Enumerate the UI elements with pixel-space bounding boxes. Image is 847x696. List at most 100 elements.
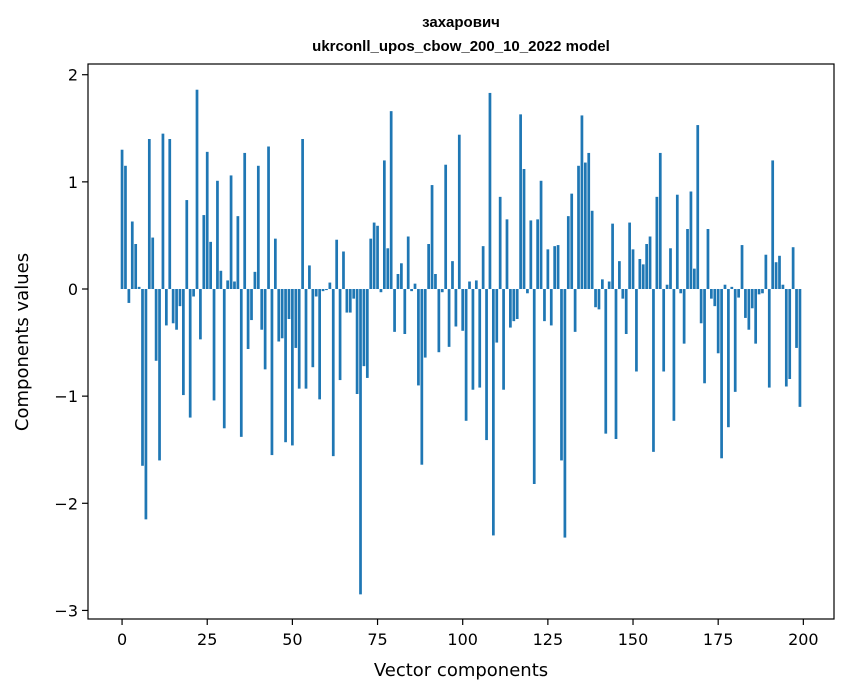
bar — [740, 245, 744, 289]
bar — [291, 289, 294, 446]
bar — [488, 92, 492, 289]
bar — [757, 289, 761, 295]
bar — [519, 114, 522, 289]
bar — [723, 284, 727, 289]
bar — [199, 289, 202, 340]
y-tick-label: 1 — [68, 173, 78, 192]
bar — [301, 139, 304, 289]
bar — [464, 289, 468, 421]
bar — [389, 111, 393, 290]
bar — [778, 255, 781, 289]
bar — [713, 289, 717, 307]
bar — [188, 289, 192, 418]
bar — [587, 152, 591, 289]
bar — [481, 246, 485, 289]
plot-frame — [87, 63, 835, 620]
bar — [202, 215, 206, 289]
bar — [495, 289, 499, 343]
bar — [577, 165, 580, 289]
bar — [369, 238, 373, 289]
x-axis-label: Vector components — [374, 660, 548, 681]
bar — [246, 289, 250, 349]
bar — [662, 289, 666, 372]
bar — [478, 289, 482, 388]
bar — [362, 289, 366, 367]
bar — [127, 289, 131, 303]
bar — [430, 185, 434, 289]
bar — [393, 289, 396, 332]
bar — [509, 289, 512, 328]
bar — [669, 248, 672, 289]
bar — [539, 180, 543, 289]
bar — [287, 289, 291, 319]
x-tick-label: 25 — [197, 630, 217, 649]
bar — [601, 279, 604, 289]
bar — [737, 289, 740, 298]
bar — [396, 274, 400, 289]
bar — [256, 165, 260, 289]
bar — [611, 223, 614, 289]
bar — [461, 289, 465, 331]
bar — [406, 236, 410, 289]
bar — [696, 125, 700, 289]
bar — [427, 244, 431, 289]
bar — [515, 289, 519, 319]
bar — [590, 210, 594, 289]
bar — [130, 221, 134, 289]
bar — [730, 286, 734, 289]
bar — [652, 289, 655, 452]
bar — [556, 245, 560, 289]
y-tick-label: −3 — [54, 601, 78, 620]
bar — [144, 289, 148, 520]
x-tick-label: 100 — [447, 630, 478, 649]
bar — [543, 289, 546, 322]
bar — [219, 270, 223, 289]
bar — [645, 244, 649, 289]
bar — [154, 289, 158, 361]
bar — [331, 289, 335, 457]
y-tick-label: −1 — [54, 387, 78, 406]
bar — [761, 289, 764, 294]
bar — [311, 289, 315, 368]
bar — [733, 289, 737, 392]
bar — [618, 261, 621, 289]
chart-subtitle: ukrconll_upos_cbow_200_10_2022 model — [312, 38, 610, 55]
bar — [250, 289, 253, 321]
bar — [294, 289, 298, 348]
bar — [243, 152, 247, 289]
bar — [151, 237, 155, 289]
bar — [168, 139, 172, 289]
bar — [182, 289, 185, 396]
bar — [345, 289, 349, 313]
bar — [491, 289, 495, 536]
x-tick-label: 50 — [282, 630, 302, 649]
bar — [628, 222, 631, 289]
bars — [120, 89, 802, 595]
bar — [403, 289, 407, 334]
bar — [498, 196, 502, 289]
bar — [471, 289, 475, 390]
bar — [526, 289, 529, 294]
x-tick-label: 150 — [618, 630, 649, 649]
bar — [372, 222, 376, 289]
bar — [781, 284, 785, 289]
bar — [641, 264, 645, 289]
bar — [727, 289, 730, 428]
bar — [692, 268, 696, 289]
bar — [672, 289, 676, 421]
bar — [451, 261, 454, 289]
bar — [716, 289, 720, 354]
bar — [658, 152, 662, 289]
bar — [522, 169, 526, 289]
y-tick-label: −2 — [54, 494, 78, 513]
bar — [260, 289, 264, 330]
bar — [764, 254, 768, 289]
bar — [454, 289, 458, 327]
bar — [335, 239, 339, 289]
bar — [236, 216, 240, 289]
bar — [233, 281, 236, 289]
bar — [178, 289, 182, 307]
bar — [679, 289, 683, 294]
bar — [686, 229, 689, 289]
